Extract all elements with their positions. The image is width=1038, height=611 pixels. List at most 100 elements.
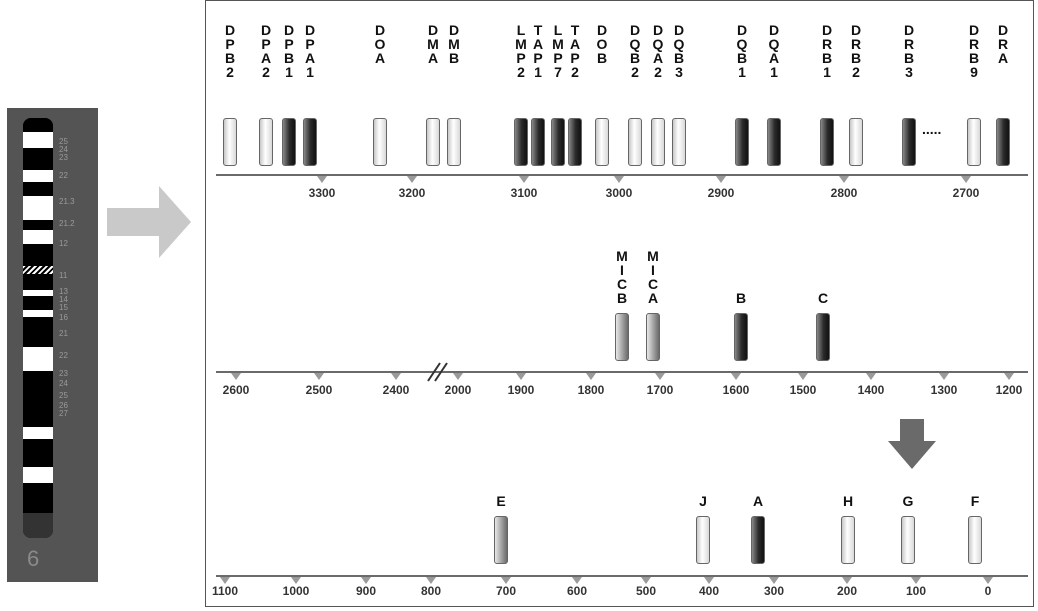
axis-tick-label: 2800 xyxy=(830,186,858,200)
gene-label: D Q A 2 xyxy=(652,22,664,80)
chromosome-band xyxy=(23,467,53,483)
gene-label: D P A 2 xyxy=(260,22,272,80)
chromosome-band-label: 13 xyxy=(59,287,68,296)
axis-tick xyxy=(220,577,230,584)
gene-label: D R B 1 xyxy=(821,22,833,80)
chromosome-band-label: 25 xyxy=(59,391,68,400)
axis-tick-label: 3000 xyxy=(605,186,633,200)
right-arrow-icon xyxy=(107,186,191,258)
axis-tick-label: 2900 xyxy=(707,186,735,200)
centromere-marker xyxy=(23,266,53,274)
chromosome-band xyxy=(23,220,53,230)
gene-label: G xyxy=(902,493,914,509)
axis-tick xyxy=(769,577,779,584)
gene-marker xyxy=(303,118,317,166)
chromosome-band xyxy=(23,290,53,296)
chromosome-band-label: 23 xyxy=(59,369,68,378)
chromosome-band xyxy=(23,427,53,439)
axis-tick-label: 800 xyxy=(420,584,442,598)
down-arrow-icon xyxy=(888,419,936,469)
chromosome-band xyxy=(23,170,53,182)
gene-marker xyxy=(223,118,237,166)
gene-marker xyxy=(373,118,387,166)
gene-label: C xyxy=(817,290,829,306)
axis-line xyxy=(216,371,1028,373)
chromosome-band xyxy=(23,276,53,290)
chromosome-band-label: 22 xyxy=(59,351,68,360)
axis-tick xyxy=(231,373,241,380)
gene-marker xyxy=(816,313,830,361)
gene-label: T A P 1 xyxy=(532,22,544,80)
chromosome-6-ideogram: 25 24 23 22 21.3 21.2 12 11 13 14 15 16 21 22 23 24 25 26… xyxy=(7,108,98,582)
axis-tick-label: 600 xyxy=(566,584,588,598)
axis-tick-label: 1300 xyxy=(930,383,958,397)
chromosome-band xyxy=(23,513,53,538)
gene-label: D Q B 1 xyxy=(736,22,748,80)
axis-tick-label: 0 xyxy=(984,584,992,598)
chromosome-band xyxy=(23,310,53,317)
gene-label: M I C A xyxy=(647,248,659,306)
gene-label: D P B 2 xyxy=(224,22,236,80)
axis-tick xyxy=(361,577,371,584)
gene-label: D O B xyxy=(596,22,608,66)
gene-label: D Q A 1 xyxy=(768,22,780,80)
axis-tick xyxy=(407,176,417,183)
gene-label: L M P 7 xyxy=(552,22,564,80)
gene-label: F xyxy=(970,493,980,509)
gene-label: D R B 3 xyxy=(903,22,915,80)
gene-marker xyxy=(568,118,582,166)
gene-label: H xyxy=(842,493,854,509)
gene-marker xyxy=(259,118,273,166)
axis-tick xyxy=(911,577,921,584)
chromosome-band xyxy=(23,118,53,132)
gene-label: D M B xyxy=(448,22,460,66)
gene-marker xyxy=(751,516,765,564)
chromosome-band xyxy=(23,296,53,310)
gene-label: E xyxy=(496,493,506,509)
gene-label: D Q B 3 xyxy=(673,22,685,80)
axis-tick xyxy=(716,176,726,183)
chromosome-band xyxy=(23,244,53,264)
gene-marker xyxy=(494,516,508,564)
gene-label: J xyxy=(699,493,707,509)
gene-label: T A P 2 xyxy=(569,22,581,80)
chromosome-band xyxy=(23,148,53,170)
chromosome-body xyxy=(23,118,53,538)
axis-tick-label: 2400 xyxy=(382,383,410,397)
axis-tick xyxy=(1004,373,1014,380)
gene-label: M I C B xyxy=(616,248,628,306)
chromosome-band-label: 23 xyxy=(59,153,68,162)
axis-tick xyxy=(655,373,665,380)
axis-tick-label: 900 xyxy=(355,584,377,598)
axis-tick-label: 3200 xyxy=(398,186,426,200)
gene-marker xyxy=(672,118,686,166)
axis-tick xyxy=(453,373,463,380)
axis-tick-label: 400 xyxy=(698,584,720,598)
chromosome-band xyxy=(23,439,53,467)
axis-tick xyxy=(641,577,651,584)
axis-tick-label: 1900 xyxy=(507,383,535,397)
gene-marker xyxy=(996,118,1010,166)
chromosome-band-label: 27 xyxy=(59,409,68,418)
gene-marker xyxy=(651,118,665,166)
gene-marker xyxy=(514,118,528,166)
gene-marker xyxy=(595,118,609,166)
gene-marker xyxy=(282,118,296,166)
gene-label: D P B 1 xyxy=(283,22,295,80)
chromosome-band-label: 21.2 xyxy=(59,219,75,228)
axis-tick xyxy=(839,176,849,183)
gene-marker xyxy=(967,118,981,166)
gene-marker xyxy=(735,118,749,166)
axis-tick-label: 2500 xyxy=(305,383,333,397)
chromosome-band-label: 21 xyxy=(59,329,68,338)
ellipsis: ..... xyxy=(922,121,942,137)
axis-tick xyxy=(866,373,876,380)
gene-marker xyxy=(551,118,565,166)
chromosome-band-label: 25 xyxy=(59,137,68,146)
axis-tick-label: 1200 xyxy=(995,383,1023,397)
gene-marker xyxy=(901,516,915,564)
chromosome-number: 6 xyxy=(27,546,40,571)
gene-marker xyxy=(734,313,748,361)
gene-marker xyxy=(615,313,629,361)
gene-marker xyxy=(902,118,916,166)
